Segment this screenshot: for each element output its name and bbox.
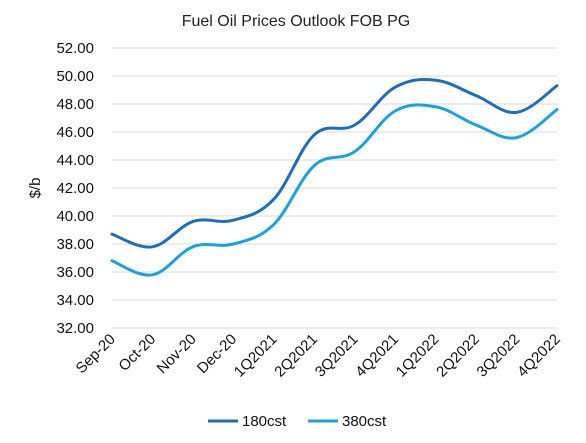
legend-label: 380cst <box>342 413 387 430</box>
y-tick-label: 44.00 <box>56 152 94 169</box>
x-tick-label: 4Q2022 <box>514 331 564 381</box>
legend-label: 180cst <box>242 413 287 430</box>
y-tick-label: 38.00 <box>56 236 94 253</box>
y-tick-label: 50.00 <box>56 68 94 85</box>
x-tick-label: Nov-20 <box>154 331 200 377</box>
y-tick-label: 48.00 <box>56 96 94 113</box>
y-tick-label: 52.00 <box>56 40 94 57</box>
y-tick-label: 34.00 <box>56 292 94 309</box>
y-axis-ticks: 32.00 34.00 36.00 38.00 40.00 42.00 44.00 46.00… <box>56 40 94 337</box>
x-tick-label: 1Q2021 <box>231 331 281 381</box>
chart-title: Fuel Oil Prices Outlook FOB PG <box>182 13 411 30</box>
y-tick-label: 32.00 <box>56 320 94 337</box>
series-lines <box>110 78 559 277</box>
x-axis-ticks: Sep-20Oct-20Nov-20Dec-201Q20212Q20213Q20… <box>73 331 564 381</box>
y-axis-label: $/b <box>27 178 44 199</box>
series-line-180cst <box>110 78 559 249</box>
y-tick-label: 42.00 <box>56 180 94 197</box>
x-tick-label: 1Q2022 <box>393 331 443 381</box>
x-tick-label: 3Q2022 <box>474 331 524 381</box>
x-tick-label: 2Q2021 <box>271 331 321 381</box>
y-tick-label: 40.00 <box>56 208 94 225</box>
y-tick-label: 36.00 <box>56 264 94 281</box>
x-tick-label: 2Q2022 <box>433 331 483 381</box>
x-tick-label: Oct-20 <box>115 331 159 375</box>
x-tick-label: 4Q2021 <box>352 331 402 381</box>
y-tick-label: 46.00 <box>56 124 94 141</box>
x-tick-label: Sep-20 <box>73 331 119 377</box>
series-line-380cst <box>110 103 559 277</box>
legend: 180cst 380cst <box>208 413 387 430</box>
gridlines <box>112 47 557 329</box>
x-tick-label: 3Q2021 <box>312 331 362 381</box>
